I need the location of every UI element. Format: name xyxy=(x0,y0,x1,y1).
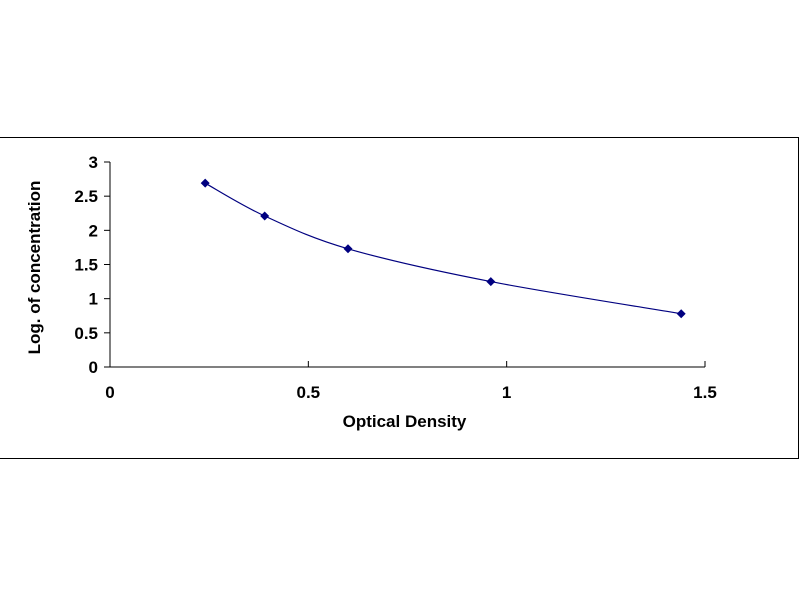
y-ticks: 0 0.5 1 1.5 2 2.5 3 xyxy=(74,153,110,377)
data-point xyxy=(676,309,686,319)
data-point xyxy=(260,211,270,221)
data-point xyxy=(200,178,210,188)
x-tick-label: 0 xyxy=(105,383,114,402)
data-point xyxy=(486,277,496,287)
x-tick-label: 0.5 xyxy=(297,383,321,402)
x-tick-label: 1.5 xyxy=(693,383,717,402)
y-tick-label: 3 xyxy=(89,153,98,172)
y-tick-label: 1.5 xyxy=(74,256,98,275)
x-axis-title: Optical Density xyxy=(343,412,467,431)
chart-frame xyxy=(0,137,799,459)
y-axis-title: Log. of concentration xyxy=(25,181,44,355)
y-tick-label: 0.5 xyxy=(74,324,98,343)
y-tick-label: 1 xyxy=(89,290,98,309)
y-tick-label: 0 xyxy=(89,358,98,377)
x-tick-label: 1 xyxy=(502,383,511,402)
data-point xyxy=(343,244,353,254)
y-tick-label: 2.5 xyxy=(74,187,98,206)
data-points xyxy=(200,178,686,319)
x-ticks: 0 0.5 1 1.5 xyxy=(105,361,717,402)
trend-curve xyxy=(204,182,682,315)
y-tick-label: 2 xyxy=(89,221,98,240)
